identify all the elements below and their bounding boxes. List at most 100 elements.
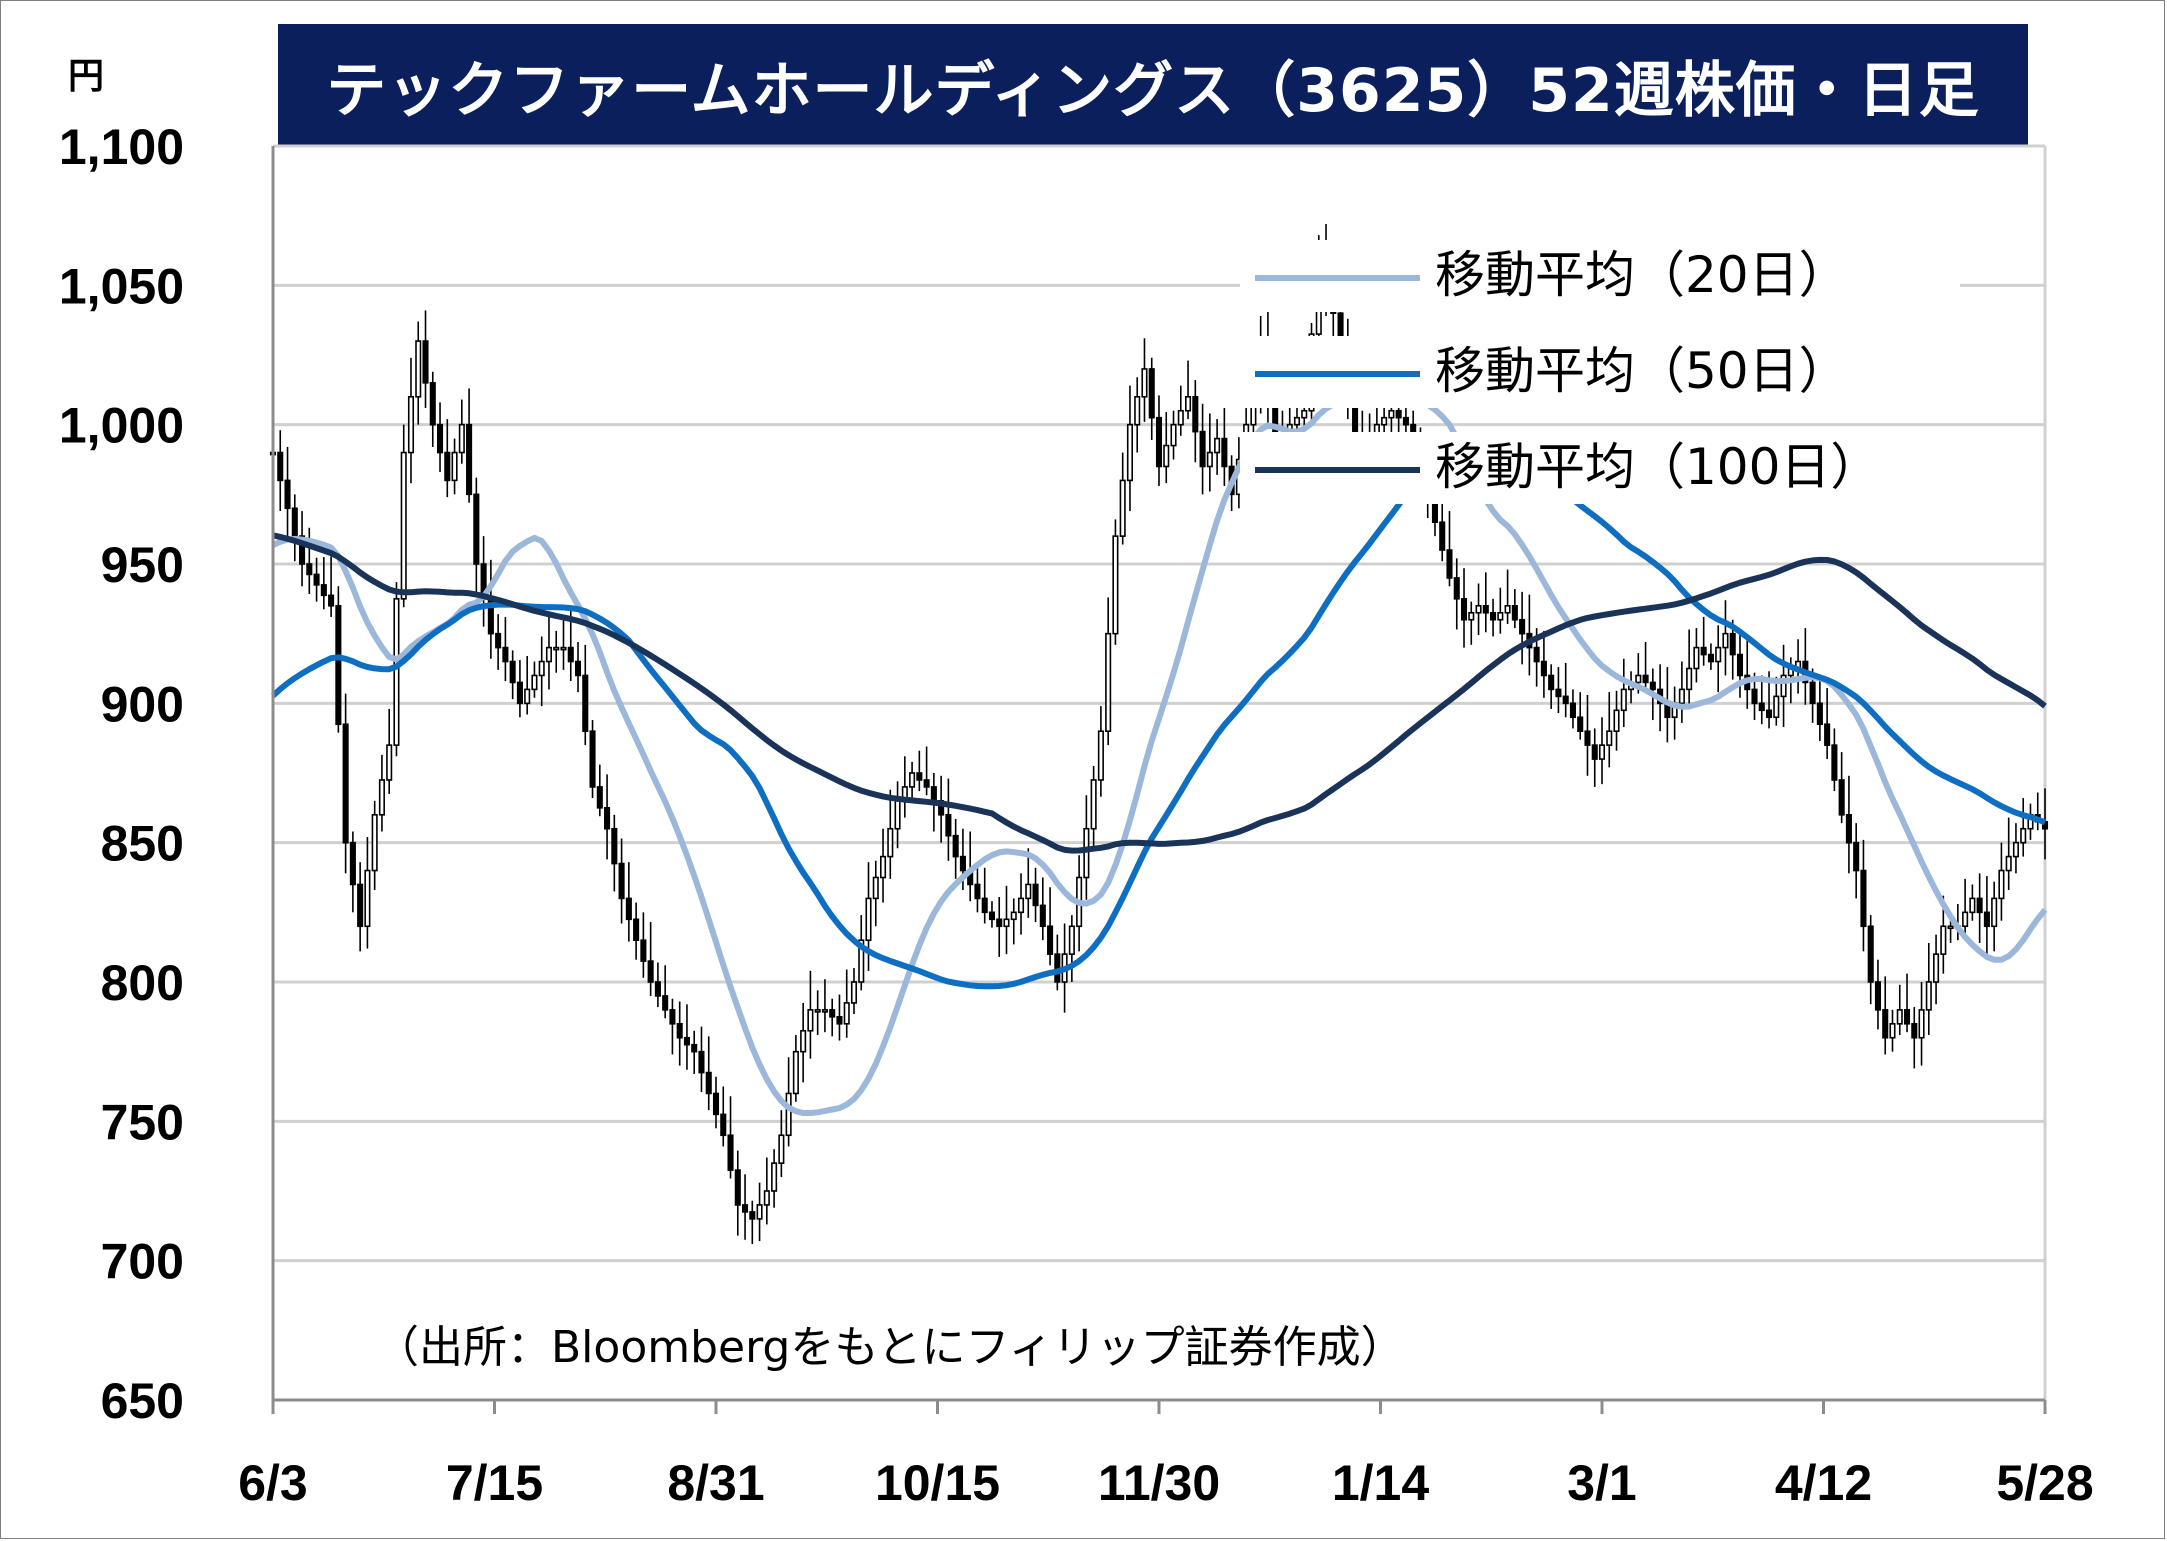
- candle: [415, 321, 422, 425]
- y-tick-label: 750: [101, 1094, 184, 1150]
- candle: [553, 630, 560, 673]
- candle: [1686, 629, 1693, 707]
- candle: [284, 446, 291, 537]
- candle: [1141, 338, 1148, 422]
- candle: [1562, 662, 1569, 718]
- candle: [1453, 558, 1460, 630]
- candle: [400, 424, 407, 608]
- candle: [1584, 694, 1591, 776]
- ma50-line: [271, 436, 2047, 990]
- candle: [945, 778, 952, 861]
- candle: [1903, 973, 1911, 1033]
- candle: [887, 789, 894, 879]
- candle: [1214, 419, 1221, 475]
- candle: [1490, 598, 1497, 637]
- x-tick-label: 6/3: [238, 1455, 308, 1511]
- candle: [1569, 689, 1576, 729]
- candle: [1511, 589, 1518, 629]
- candle: [1526, 594, 1533, 676]
- candle: [1112, 519, 1119, 645]
- candle: [1758, 675, 1765, 725]
- candle: [1707, 643, 1714, 670]
- candle: [1715, 625, 1722, 693]
- candle: [1010, 898, 1017, 945]
- candle: [676, 1001, 683, 1066]
- candle: [313, 557, 320, 602]
- candle: [923, 746, 930, 796]
- candle: [1497, 587, 1504, 634]
- candle: [734, 1150, 741, 1236]
- candle: [357, 862, 364, 952]
- x-tick-label: 1/14: [1332, 1455, 1430, 1511]
- y-tick-label: 1,100: [59, 119, 184, 175]
- candle: [1642, 642, 1649, 691]
- y-tick-label: 900: [101, 676, 184, 732]
- source-note: （出所：Bloombergをもとにフィリップ証券作成）: [375, 1322, 1405, 1373]
- x-tick-label: 8/31: [667, 1455, 764, 1511]
- x-tick-label: 11/30: [1098, 1455, 1220, 1511]
- candle: [1598, 717, 1606, 785]
- candle: [916, 750, 923, 792]
- y-tick-label: 1,050: [59, 258, 184, 314]
- candle: [2005, 817, 2012, 891]
- candle: [473, 477, 480, 595]
- candle: [1482, 572, 1489, 633]
- candle: [299, 511, 306, 587]
- candle: [596, 764, 603, 817]
- candle: [1591, 728, 1598, 787]
- candle: [451, 438, 458, 495]
- x-tick-label: 5/28: [1996, 1455, 2093, 1511]
- candle: [1548, 664, 1555, 709]
- candle: [843, 969, 850, 1038]
- candle: [560, 619, 567, 670]
- candle: [1962, 878, 1969, 938]
- candle: [1998, 842, 2005, 921]
- candle: [1620, 658, 1627, 728]
- candle: [291, 494, 298, 562]
- candle: [1119, 452, 1126, 545]
- y-tick-label: 800: [101, 955, 184, 1011]
- candle: [1148, 357, 1155, 440]
- candle: [480, 536, 487, 627]
- candle: [1221, 407, 1228, 486]
- candle: [1126, 385, 1133, 512]
- legend-entry: 移動平均（50日）: [1240, 336, 1960, 408]
- candle: [778, 1110, 785, 1178]
- candle: [654, 962, 661, 1008]
- candle: [872, 860, 879, 927]
- candle: [1860, 839, 1867, 952]
- candle: [720, 1086, 727, 1147]
- candle: [1192, 380, 1199, 463]
- candle: [669, 998, 676, 1055]
- legend-entry: 移動平均（100日）: [1240, 432, 1960, 504]
- candle: [1613, 690, 1620, 751]
- legend-entry: 移動平均（20日）: [1240, 240, 1960, 312]
- candle: [1700, 616, 1707, 666]
- candle: [1134, 377, 1141, 453]
- candle: [814, 990, 821, 1035]
- candle: [727, 1096, 734, 1179]
- candle: [996, 897, 1003, 957]
- x-tick-label: 7/15: [446, 1455, 543, 1511]
- candle: [1025, 848, 1032, 918]
- candle: [821, 979, 828, 1033]
- candle: [988, 901, 996, 928]
- candle: [349, 831, 356, 913]
- candle: [1678, 661, 1685, 723]
- candle: [1032, 867, 1039, 923]
- candle: [1882, 976, 1889, 1055]
- grid-layer: [273, 144, 2047, 1400]
- candle: [386, 708, 393, 794]
- candle: [1163, 412, 1170, 484]
- candle: [1068, 915, 1075, 982]
- candle: [1671, 686, 1678, 740]
- candle: [1185, 360, 1192, 420]
- candle: [640, 912, 647, 978]
- candle: [894, 781, 901, 849]
- ma20-line: [271, 388, 2048, 1116]
- candle: [1853, 823, 1860, 899]
- candle: [531, 661, 538, 698]
- candle: [938, 775, 945, 843]
- candle: [879, 828, 887, 903]
